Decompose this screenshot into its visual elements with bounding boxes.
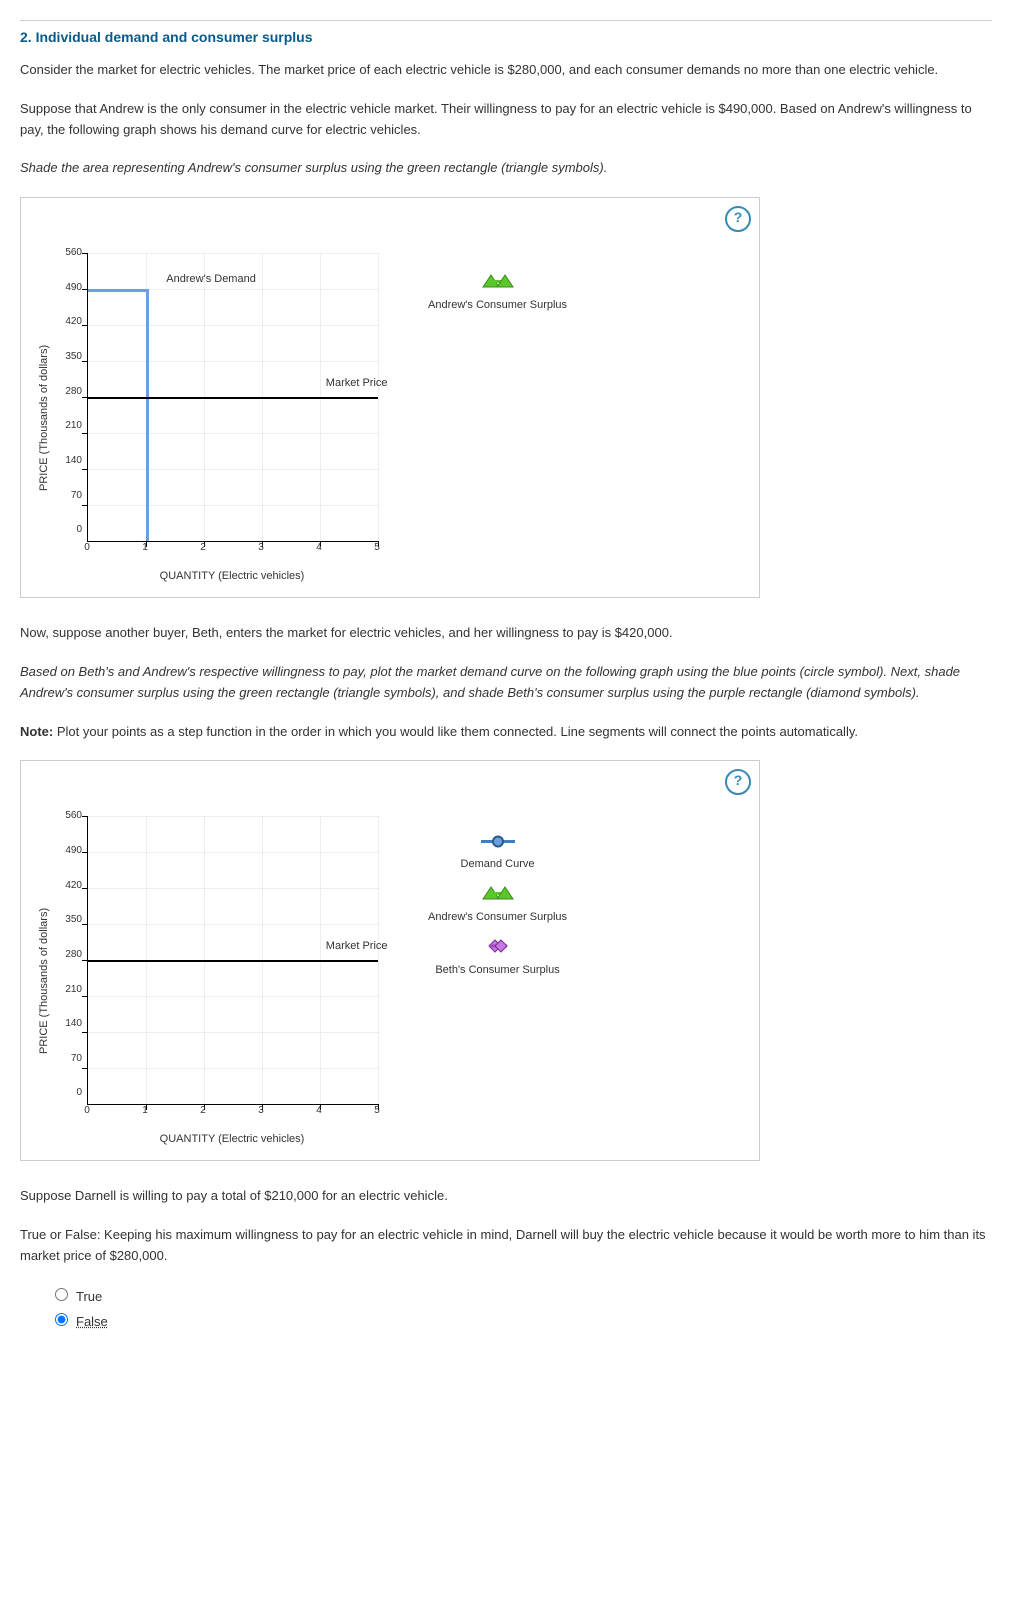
y-axis-label: PRICE (Thousands of dollars) (36, 841, 52, 1121)
intro-2: Suppose that Andrew is the only consumer… (20, 99, 992, 141)
mprice-label: Market Price (326, 940, 388, 952)
demand-h (88, 289, 146, 292)
legend-1: Andrew's Consumer Surplus (378, 253, 567, 325)
radio-false[interactable] (55, 1313, 68, 1326)
market-price-line (88, 397, 378, 399)
help-icon[interactable]: ? (725, 206, 751, 232)
demand-label: Andrew's Demand (166, 273, 256, 285)
y-axis-label: PRICE (Thousands of dollars) (36, 278, 52, 558)
note: Note: Plot your points as a step functio… (20, 722, 992, 743)
option-true[interactable]: True (50, 1285, 992, 1304)
y-ticks: 560490420350280210140700 (52, 810, 87, 1098)
beth-intro: Now, suppose another buyer, Beth, enters… (20, 623, 992, 644)
mprice-label: Market Price (326, 377, 388, 389)
diamond-symbol-icon (475, 937, 521, 955)
option-false[interactable]: False (50, 1310, 992, 1329)
market-price-line (88, 960, 378, 962)
x-axis-label: QUANTITY (Electric vehicles) (87, 570, 377, 582)
graph-2[interactable]: ? PRICE (Thousands of dollars) 560490420… (20, 760, 760, 1161)
x-ticks: 012345 (87, 542, 377, 556)
legend-2: Demand Curve Andrew's Consumer Surplus B… (378, 816, 567, 990)
legend-demand[interactable]: Demand Curve (428, 835, 567, 870)
legend-beth-cs[interactable]: Beth's Consumer Surplus (428, 937, 567, 976)
x-ticks: 012345 (87, 1105, 377, 1119)
heading: 2. Individual demand and consumer surplu… (20, 29, 992, 45)
x-axis-label: QUANTITY (Electric vehicles) (87, 1133, 377, 1145)
tf-question: True or False: Keeping his maximum willi… (20, 1225, 992, 1267)
intro-1: Consider the market for electric vehicle… (20, 60, 992, 81)
circle-symbol-icon (475, 835, 521, 849)
instruction-1: Shade the area representing Andrew's con… (20, 158, 992, 179)
plot-area-1[interactable]: Andrew's Demand Market Price (87, 253, 378, 542)
darnell-intro: Suppose Darnell is willing to pay a tota… (20, 1186, 992, 1207)
legend-andrew-cs[interactable]: Andrew's Consumer Surplus (428, 884, 567, 923)
legend-andrew-cs[interactable]: Andrew's Consumer Surplus (428, 272, 567, 311)
radio-true[interactable] (55, 1288, 68, 1301)
help-icon[interactable]: ? (725, 769, 751, 795)
plot-area-2[interactable]: Market Price (87, 816, 378, 1105)
graph-1[interactable]: ? PRICE (Thousands of dollars) 560490420… (20, 197, 760, 598)
triangle-symbol-icon (475, 884, 521, 902)
y-ticks: 560490420350280210140700 (52, 247, 87, 535)
demand-v (146, 289, 149, 541)
triangle-symbol-icon (475, 272, 521, 290)
instruction-2: Based on Beth's and Andrew's respective … (20, 662, 992, 704)
